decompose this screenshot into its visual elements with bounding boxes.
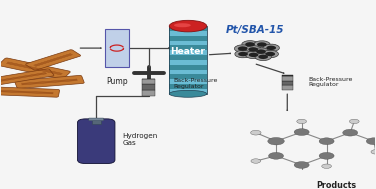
Text: Pump: Pump bbox=[106, 77, 127, 86]
FancyBboxPatch shape bbox=[282, 76, 293, 81]
Circle shape bbox=[235, 50, 251, 58]
FancyBboxPatch shape bbox=[142, 79, 155, 84]
FancyBboxPatch shape bbox=[282, 85, 293, 90]
Bar bbox=[169, 84, 207, 89]
Text: Products: Products bbox=[317, 181, 357, 189]
Text: Hydrogen
Gas: Hydrogen Gas bbox=[123, 133, 158, 146]
Text: Back-Pressure
Regulator: Back-Pressure Regulator bbox=[173, 78, 217, 89]
Bar bbox=[92, 120, 101, 124]
Circle shape bbox=[297, 173, 306, 177]
FancyBboxPatch shape bbox=[142, 90, 155, 95]
Circle shape bbox=[371, 150, 376, 154]
Circle shape bbox=[297, 119, 306, 124]
Bar bbox=[169, 26, 207, 31]
Circle shape bbox=[253, 48, 269, 55]
FancyBboxPatch shape bbox=[105, 29, 129, 67]
Circle shape bbox=[294, 162, 309, 168]
Circle shape bbox=[255, 53, 271, 60]
Circle shape bbox=[343, 129, 358, 136]
Circle shape bbox=[242, 41, 258, 48]
FancyBboxPatch shape bbox=[282, 81, 293, 85]
Ellipse shape bbox=[169, 90, 207, 97]
Bar bbox=[169, 36, 207, 41]
Ellipse shape bbox=[169, 20, 207, 32]
Text: Heater: Heater bbox=[171, 47, 205, 56]
Circle shape bbox=[235, 45, 251, 52]
FancyBboxPatch shape bbox=[0, 87, 59, 97]
Circle shape bbox=[254, 41, 270, 48]
Circle shape bbox=[245, 42, 255, 46]
Circle shape bbox=[319, 153, 334, 159]
Circle shape bbox=[248, 47, 258, 52]
Bar bbox=[169, 45, 207, 50]
Bar bbox=[169, 55, 207, 60]
Circle shape bbox=[245, 46, 261, 53]
Circle shape bbox=[258, 55, 268, 59]
Bar bbox=[169, 31, 207, 36]
Bar bbox=[169, 65, 207, 70]
Circle shape bbox=[249, 53, 258, 57]
Text: Back-Pressure
Regulator: Back-Pressure Regulator bbox=[308, 77, 352, 87]
Circle shape bbox=[266, 46, 276, 50]
FancyBboxPatch shape bbox=[0, 69, 54, 85]
Circle shape bbox=[265, 52, 275, 56]
Circle shape bbox=[250, 130, 261, 135]
Circle shape bbox=[268, 137, 284, 145]
Bar bbox=[169, 89, 207, 94]
FancyBboxPatch shape bbox=[77, 119, 115, 163]
FancyBboxPatch shape bbox=[282, 75, 293, 76]
Circle shape bbox=[322, 164, 332, 168]
FancyBboxPatch shape bbox=[89, 118, 104, 121]
Bar bbox=[169, 50, 207, 55]
FancyBboxPatch shape bbox=[142, 84, 155, 90]
FancyBboxPatch shape bbox=[26, 50, 80, 70]
FancyBboxPatch shape bbox=[15, 75, 84, 88]
Circle shape bbox=[257, 42, 267, 47]
Bar bbox=[169, 60, 207, 65]
Circle shape bbox=[238, 52, 248, 56]
Circle shape bbox=[349, 119, 359, 124]
Ellipse shape bbox=[174, 23, 191, 27]
Bar bbox=[169, 26, 207, 94]
Circle shape bbox=[294, 129, 309, 136]
Bar bbox=[169, 70, 207, 74]
Bar bbox=[169, 79, 207, 84]
Circle shape bbox=[238, 46, 247, 51]
Circle shape bbox=[268, 153, 284, 159]
Circle shape bbox=[245, 51, 262, 59]
Circle shape bbox=[262, 50, 279, 58]
FancyBboxPatch shape bbox=[0, 58, 70, 79]
Bar bbox=[169, 74, 207, 79]
Circle shape bbox=[256, 49, 266, 54]
Text: Pt/SBA-15: Pt/SBA-15 bbox=[226, 25, 285, 35]
Circle shape bbox=[263, 44, 279, 52]
Bar bbox=[169, 41, 207, 45]
Circle shape bbox=[319, 138, 334, 145]
Circle shape bbox=[366, 138, 376, 145]
Circle shape bbox=[251, 159, 261, 163]
